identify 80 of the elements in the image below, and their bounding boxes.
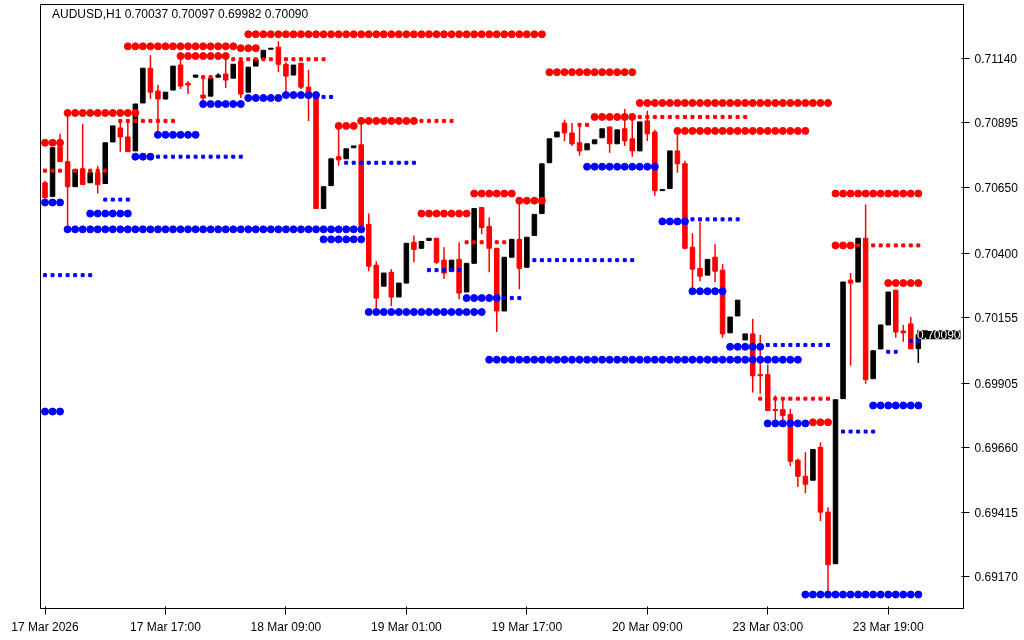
- candlestick: [426, 237, 432, 241]
- candlestick: [381, 272, 387, 287]
- candlestick: [576, 124, 583, 157]
- candlestick: [524, 236, 530, 268]
- y-tick-label: 0.71140: [974, 51, 1018, 66]
- candlestick: [320, 186, 327, 210]
- candlestick: [403, 242, 410, 284]
- candlestick: [644, 110, 651, 142]
- candlestick: [298, 62, 304, 90]
- candlestick: [734, 299, 741, 317]
- x-tick-label: 19 Mar 17:00: [491, 619, 563, 634]
- candlestick: [509, 238, 515, 258]
- x-tick-label: 17 Mar 2026: [11, 619, 80, 634]
- candlestick: [411, 234, 417, 264]
- candlestick: [79, 123, 86, 186]
- candlestick: [591, 139, 598, 145]
- candlestick: [840, 281, 846, 400]
- candlestick: [328, 158, 334, 187]
- candlestick: [704, 258, 711, 276]
- candlestick: [697, 220, 703, 282]
- candlestick: [667, 150, 673, 190]
- candlestick: [396, 282, 402, 298]
- y-tick-label: 0.69170: [974, 570, 1019, 585]
- candlestick: [418, 240, 425, 249]
- y-tick-label: 0.70895: [974, 116, 1019, 131]
- candlestick: [847, 272, 854, 367]
- y-tick-label: 0.70400: [974, 246, 1019, 261]
- candlestick: [350, 145, 357, 149]
- y-tick-label: 0.70650: [974, 180, 1019, 195]
- candlestick: [230, 63, 236, 79]
- candlestick: [170, 65, 176, 91]
- candlestick: [584, 143, 590, 151]
- x-tick-label: 19 Mar 01:00: [371, 619, 443, 634]
- candlestick: [343, 148, 349, 160]
- candlestick: [885, 291, 891, 326]
- x-tick-label: 23 Mar 03:00: [732, 619, 804, 634]
- candlestick: [207, 77, 214, 97]
- annotation: 0.70090: [917, 328, 961, 343]
- candlestick: [599, 128, 605, 139]
- candlestick: [162, 91, 169, 100]
- x-tick-label: 17 Mar 17:00: [130, 619, 202, 634]
- candlestick: [125, 120, 131, 153]
- x-tick-label: 18 Mar 09:00: [250, 619, 322, 634]
- candlestick: [546, 138, 553, 164]
- candlestick: [877, 324, 884, 350]
- y-tick-label: 0.70155: [974, 311, 1019, 326]
- candlestick: [260, 49, 267, 59]
- candlestick: [110, 125, 116, 143]
- candlestick: [245, 66, 252, 93]
- candlestick: [832, 399, 839, 565]
- candlestick: [712, 243, 718, 283]
- candlestick: [290, 64, 297, 76]
- candlestick: [637, 121, 643, 152]
- y-tick-label: 0.69660: [974, 441, 1019, 456]
- x-tick-label: 23 Mar 19:00: [852, 619, 924, 634]
- candlestick: [147, 54, 154, 100]
- candlestick: [554, 131, 560, 138]
- x-tick-label: 20 Mar 09:00: [611, 619, 683, 634]
- candlestick: [561, 119, 568, 142]
- chart-title: AUDUSD,H1 0.70037 0.70097 0.69982 0.70090: [52, 6, 309, 21]
- candlestick: [117, 119, 124, 153]
- candlestick: [569, 122, 575, 147]
- y-tick-label: 0.69415: [974, 505, 1019, 520]
- y-tick-label: 0.69905: [974, 376, 1019, 391]
- candlestick: [810, 448, 816, 481]
- candlestick: [87, 172, 93, 184]
- candlestick: [742, 333, 748, 341]
- candlestick: [94, 164, 101, 195]
- candlestick: [531, 213, 538, 236]
- candlestick: [140, 67, 146, 104]
- candlestick: [659, 189, 666, 192]
- candlestick: [433, 237, 440, 265]
- candlestick: [870, 350, 876, 380]
- candlestick: [185, 80, 191, 95]
- candlestick: [275, 40, 282, 73]
- candlestick: [727, 316, 733, 334]
- candlestick: [268, 47, 274, 50]
- candlestick: [614, 129, 620, 145]
- candlestick: [606, 126, 613, 154]
- candlestick: [192, 74, 199, 78]
